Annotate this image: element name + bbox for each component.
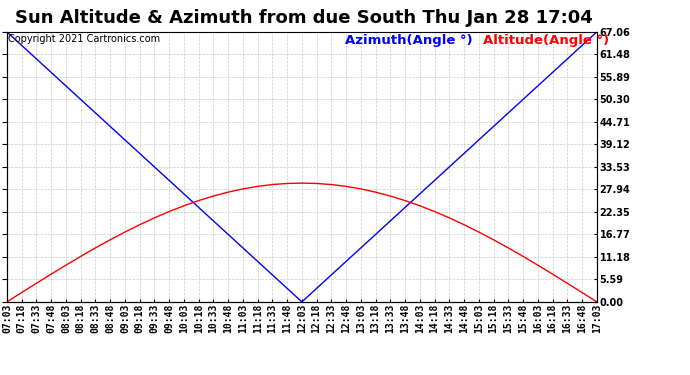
Text: Altitude(Angle °): Altitude(Angle °): [483, 34, 609, 47]
Text: Azimuth(Angle °): Azimuth(Angle °): [345, 34, 473, 47]
Text: Copyright 2021 Cartronics.com: Copyright 2021 Cartronics.com: [8, 34, 160, 44]
Text: Sun Altitude & Azimuth from due South Thu Jan 28 17:04: Sun Altitude & Azimuth from due South Th…: [14, 9, 593, 27]
